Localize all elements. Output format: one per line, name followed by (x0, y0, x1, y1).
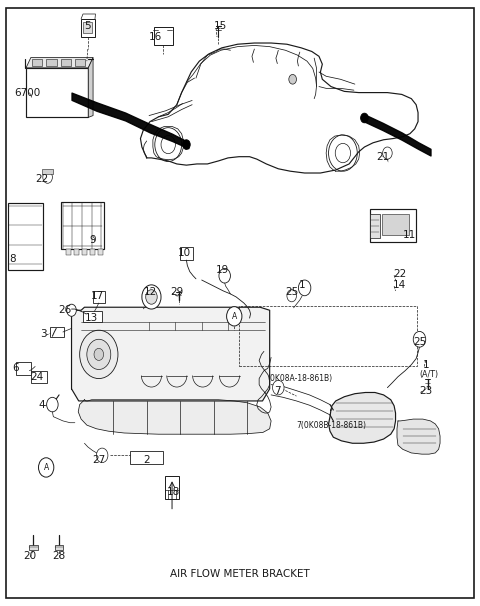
Bar (16, 362, 31, 375)
Text: 25: 25 (413, 338, 427, 347)
Text: 17: 17 (91, 291, 104, 301)
Circle shape (383, 147, 392, 159)
Circle shape (328, 135, 357, 171)
Circle shape (47, 398, 58, 412)
Bar (8, 202, 43, 270)
Bar (29, 545, 37, 550)
Circle shape (299, 280, 311, 296)
Text: 21: 21 (376, 152, 390, 162)
Bar (60, 202, 104, 249)
Text: 1: 1 (299, 280, 305, 290)
Polygon shape (88, 58, 93, 118)
Bar (46, 59, 57, 66)
Circle shape (96, 448, 108, 462)
Text: 23: 23 (420, 385, 433, 396)
Text: 19: 19 (216, 265, 229, 275)
Circle shape (67, 304, 76, 316)
Bar (371, 209, 416, 242)
Bar (155, 27, 172, 45)
Circle shape (227, 307, 242, 326)
Polygon shape (397, 419, 440, 454)
Text: 13: 13 (84, 313, 98, 322)
Text: (A/T): (A/T) (420, 370, 439, 379)
Text: 24: 24 (30, 372, 44, 382)
Text: 16: 16 (149, 32, 162, 42)
Bar (84, 311, 102, 322)
Text: AIR FLOW METER BRACKET: AIR FLOW METER BRACKET (170, 569, 310, 579)
Circle shape (155, 128, 181, 162)
Bar (93, 291, 105, 303)
Text: 25: 25 (286, 287, 299, 297)
Circle shape (146, 290, 157, 304)
Bar (31, 371, 48, 383)
Circle shape (273, 381, 284, 395)
Circle shape (289, 75, 297, 84)
Text: 2: 2 (144, 455, 150, 465)
Text: 1: 1 (423, 360, 430, 370)
Bar (180, 247, 193, 260)
Text: 6700: 6700 (14, 88, 40, 98)
Bar (26, 68, 88, 118)
Polygon shape (26, 58, 93, 68)
Text: A: A (44, 463, 49, 472)
Bar (32, 59, 42, 66)
Circle shape (360, 113, 368, 123)
Text: 22: 22 (35, 174, 48, 184)
Text: 26: 26 (58, 305, 72, 315)
Circle shape (43, 171, 52, 183)
Bar (98, 248, 103, 255)
Polygon shape (78, 400, 271, 435)
Text: 4: 4 (38, 399, 45, 410)
Text: 18: 18 (167, 487, 180, 497)
Circle shape (161, 136, 175, 154)
Text: 6: 6 (12, 364, 19, 373)
Bar (370, 213, 380, 238)
Polygon shape (72, 307, 270, 401)
Bar (66, 248, 71, 255)
Text: 7(0K08B-18-861B): 7(0K08B-18-861B) (297, 421, 366, 430)
Bar (75, 59, 85, 66)
Bar (60, 59, 71, 66)
Text: 28: 28 (52, 551, 66, 561)
Bar (165, 476, 179, 499)
Text: 14: 14 (393, 280, 407, 290)
Bar (50, 327, 64, 338)
Text: 27: 27 (93, 455, 106, 465)
Bar (74, 248, 79, 255)
Circle shape (80, 330, 118, 379)
Circle shape (94, 348, 104, 361)
Polygon shape (328, 393, 396, 443)
Text: 9: 9 (89, 235, 96, 244)
Circle shape (142, 285, 161, 309)
Circle shape (182, 140, 190, 150)
Text: 5: 5 (84, 21, 91, 31)
Circle shape (335, 144, 350, 163)
Text: 15: 15 (214, 21, 227, 31)
Circle shape (87, 339, 111, 370)
Text: 3: 3 (40, 330, 47, 339)
Bar (90, 248, 95, 255)
Circle shape (38, 458, 54, 477)
Circle shape (219, 268, 230, 283)
Text: 7: 7 (275, 385, 281, 396)
Text: 22: 22 (393, 269, 407, 279)
Text: 10: 10 (178, 248, 191, 258)
Bar (82, 248, 87, 255)
Bar (81, 19, 95, 37)
Text: A: A (232, 312, 237, 321)
Text: 12: 12 (144, 287, 156, 297)
Bar (131, 450, 163, 464)
Bar (383, 214, 408, 235)
Bar (84, 22, 92, 33)
Text: 8: 8 (9, 255, 16, 264)
Text: 20: 20 (24, 551, 37, 561)
Bar (55, 545, 63, 550)
Text: 11: 11 (403, 230, 416, 241)
Circle shape (413, 331, 426, 347)
Bar (42, 169, 53, 173)
Text: 29: 29 (170, 287, 184, 297)
Text: (0K08A-18-861B): (0K08A-18-861B) (268, 374, 333, 383)
Circle shape (287, 290, 297, 302)
